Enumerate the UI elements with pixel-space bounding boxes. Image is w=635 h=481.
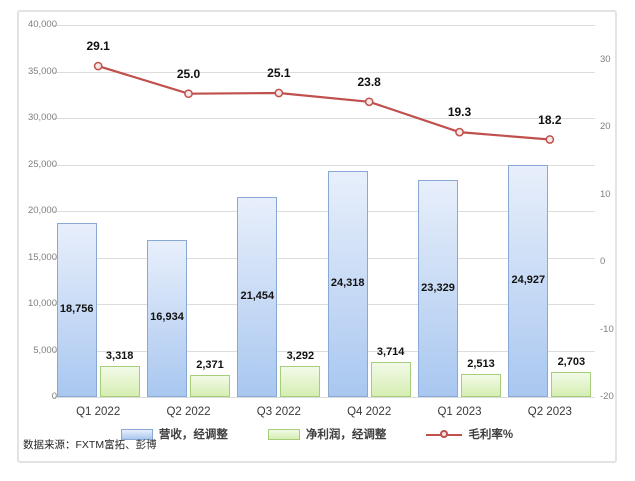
category-label: Q1 2023	[437, 406, 482, 418]
gridline	[53, 118, 595, 119]
gridline	[53, 211, 595, 212]
legend-swatch-revenue-bar	[120, 428, 153, 440]
gross-margin-point-label: 29.1	[86, 39, 110, 54]
legend-label-revenue: 营收，经调整	[158, 429, 228, 441]
gridline	[53, 397, 595, 398]
net-profit-bar	[280, 366, 321, 397]
net-profit-bar-label: 3,292	[286, 350, 315, 363]
net-profit-bar	[190, 374, 230, 397]
revenue-bar	[237, 197, 278, 397]
left-axis-tick: 0	[51, 391, 57, 402]
net-profit-bar-label: 2,703	[557, 355, 586, 368]
revenue-bar-label: 16,934	[150, 311, 184, 324]
net-profit-bar-label: 3,318	[105, 350, 134, 363]
gross-margin-point-label: 18.2	[538, 112, 562, 127]
gridline	[53, 25, 595, 26]
category-label: Q3 2022	[256, 406, 301, 418]
revenue-bar-label: 23,329	[421, 281, 455, 294]
revenue-bar-label: 21,454	[240, 290, 275, 303]
net-profit-bar	[551, 371, 592, 397]
legend-label-gross-margin: 毛利率%	[468, 429, 514, 441]
legend-item-revenue: 营收，经调整	[120, 426, 228, 442]
revenue-bar-label: 18,756	[59, 302, 94, 315]
net-profit-bar	[99, 366, 140, 397]
gross-margin-point-label: 19.3	[447, 105, 472, 120]
gridline	[53, 304, 595, 305]
gross-margin-point-label: 25.1	[267, 66, 291, 81]
chart-frame: 营收，经调整 净利润，经调整 毛利率% 数据来源：FXTM富拓、彭博 0 5,00…	[17, 10, 617, 463]
net-profit-bar-label: 2,513	[467, 357, 495, 370]
gridline	[53, 71, 595, 73]
left-axis-tick: 35,000	[27, 65, 57, 77]
left-axis-tick: 15,000	[27, 251, 57, 263]
category-label: Q1 2022	[76, 406, 121, 418]
revenue-bar	[56, 222, 97, 397]
gross-margin-marker	[274, 88, 284, 98]
left-axis-tick: 30,000	[27, 112, 57, 123]
revenue-bar	[147, 239, 187, 397]
legend-swatch-gross-margin-line	[426, 429, 463, 440]
gridline	[53, 257, 595, 259]
left-axis-tick: 5,000	[33, 344, 57, 356]
gross-margin-marker	[93, 61, 103, 71]
net-profit-bar	[370, 362, 411, 397]
revenue-bar	[508, 165, 549, 397]
right-axis-tick: 30	[600, 54, 611, 65]
category-label: Q4 2022	[347, 406, 392, 418]
gross-margin-marker	[184, 89, 193, 99]
gridline	[53, 350, 595, 352]
gross-margin-point-label: 23.8	[357, 74, 381, 89]
revenue-bar	[327, 170, 368, 397]
net-profit-bar-label: 2,371	[196, 358, 224, 371]
right-axis-tick: 10	[600, 188, 611, 200]
category-label: Q2 2023	[527, 406, 572, 418]
right-axis-tick: 0	[600, 256, 606, 268]
legend-swatch-net-profit-bar	[267, 428, 300, 440]
right-axis-tick: -10	[600, 323, 614, 335]
right-axis-tick: 20	[600, 121, 611, 133]
revenue-bar	[418, 180, 458, 397]
gross-margin-point-label: 25.0	[176, 66, 201, 81]
legend-item-gross-margin: 毛利率%	[426, 426, 513, 442]
revenue-bar-label: 24,927	[511, 274, 546, 287]
gross-margin-marker	[364, 97, 374, 107]
revenue-bar-label: 24,318	[330, 276, 365, 289]
chart-legend: 营收，经调整 净利润，经调整 毛利率%	[19, 426, 615, 442]
left-axis-tick: 20,000	[27, 205, 57, 216]
category-label: Q2 2022	[166, 406, 211, 418]
legend-label-net-profit: 净利润，经调整	[305, 429, 387, 441]
gross-margin-marker	[545, 135, 555, 144]
net-profit-bar	[461, 373, 501, 397]
left-axis-tick: 10,000	[27, 298, 57, 309]
legend-item-net-profit: 净利润，经调整	[267, 426, 387, 442]
gridline	[53, 164, 595, 166]
net-profit-bar-label: 3,714	[376, 346, 405, 359]
right-axis-tick: -20	[600, 391, 614, 402]
gross-margin-marker	[455, 127, 464, 137]
left-axis-tick: 40,000	[27, 19, 57, 30]
left-axis-tick: 25,000	[27, 158, 57, 170]
data-source-note: 数据来源：FXTM富拓、彭博	[23, 439, 157, 451]
legend-line-marker-dot	[440, 429, 449, 438]
